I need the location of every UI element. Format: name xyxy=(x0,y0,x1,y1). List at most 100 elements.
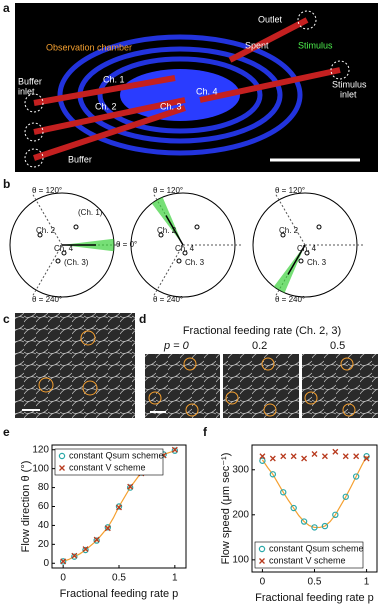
angle-ref xyxy=(153,244,184,296)
point xyxy=(280,489,287,496)
channel-label: Ch. 2 xyxy=(157,226,177,235)
point xyxy=(93,537,100,544)
channel xyxy=(55,258,61,264)
point xyxy=(71,552,78,559)
point xyxy=(332,511,339,519)
x-axis-label: Fractional feeding rate p xyxy=(255,592,374,604)
channel xyxy=(316,224,322,230)
point xyxy=(82,546,89,554)
point xyxy=(59,558,67,565)
panel-a: a Outlet Spent Stimulus Observation cham… xyxy=(3,1,378,172)
p-label: 0.5 xyxy=(330,340,345,352)
y-tick-label: 0 xyxy=(43,558,49,569)
micrograph xyxy=(223,354,299,418)
label: Buffer xyxy=(18,76,42,86)
point xyxy=(82,546,89,553)
panel-d: d Fractional feeding rate (Ch. 2, 3) p =… xyxy=(139,312,378,418)
p-label: p = 0 xyxy=(163,340,190,352)
point xyxy=(104,525,111,532)
ports xyxy=(24,10,350,168)
channel-label: (Ch. 3) xyxy=(64,258,89,267)
panel-letter: e xyxy=(3,425,10,439)
angle-label: θ = 120° xyxy=(32,186,62,195)
point xyxy=(259,457,266,464)
angle-label: θ = 240° xyxy=(32,295,62,304)
micrograph xyxy=(145,354,220,418)
point xyxy=(126,484,134,491)
point xyxy=(71,553,78,560)
channel xyxy=(158,232,164,238)
label: Ch. 2 xyxy=(95,101,117,111)
point xyxy=(363,455,370,462)
point xyxy=(290,504,297,512)
label: Spent xyxy=(245,40,269,50)
point xyxy=(269,455,276,462)
y-axis-label: Flow speed (μm sec⁻¹) xyxy=(220,453,232,565)
channel-label: Ch. 3 xyxy=(307,258,327,267)
point xyxy=(352,473,360,480)
y-tick-label: 60 xyxy=(38,501,50,512)
y-tick-label: 40 xyxy=(38,520,50,531)
panel-title: Fractional feeding rate (Ch. 2, 3) xyxy=(183,325,341,337)
label: Ch. 1 xyxy=(103,74,125,84)
channel-label: Ch. 4 xyxy=(297,244,317,253)
legend-marker xyxy=(59,465,65,471)
chart: f 100 200 300 0 0.5 1 Fractional feeding rate p… xyxy=(203,425,378,604)
channel-markers xyxy=(38,330,98,396)
channel xyxy=(304,250,310,256)
y-tick-label: 80 xyxy=(38,482,50,493)
angle-label: θ = 120° xyxy=(275,186,305,195)
label: Observation chamber xyxy=(46,42,132,52)
y-tick-label: 100 xyxy=(232,554,249,565)
point xyxy=(311,524,318,531)
stimulus-wedge xyxy=(151,197,183,245)
x-tick-label: 1 xyxy=(172,573,178,584)
channel xyxy=(298,258,304,264)
x-tick-label: 1 xyxy=(364,577,370,588)
legend-marker xyxy=(259,558,265,564)
y-tick-label: 20 xyxy=(38,539,50,550)
channel-label: Ch. 4 xyxy=(54,244,74,253)
legend-label: constant Qsum scheme xyxy=(69,450,164,460)
point xyxy=(104,524,112,531)
legend-marker xyxy=(258,545,266,553)
point xyxy=(300,518,308,525)
panel-c: c xyxy=(3,312,135,418)
micrograph xyxy=(302,354,378,418)
channel xyxy=(182,250,188,256)
legend-marker xyxy=(58,452,66,460)
label: Buffer xyxy=(68,154,92,164)
point xyxy=(332,448,339,455)
y-axis-label: Flow direction θ (°) xyxy=(20,461,32,553)
point xyxy=(115,503,123,510)
p-label: 0.2 xyxy=(252,340,267,352)
channel-label: Ch. 4 xyxy=(175,244,195,253)
y-tick-label: 200 xyxy=(232,509,249,520)
panel-letter: c xyxy=(3,312,10,326)
point xyxy=(60,558,67,565)
point xyxy=(342,493,349,500)
stimulus-wedge xyxy=(273,245,305,293)
fit-line xyxy=(261,455,368,529)
legend-label: constant V scheme xyxy=(269,555,346,565)
point xyxy=(342,453,349,460)
channel xyxy=(37,232,43,238)
channel xyxy=(61,250,67,256)
label: Ch. 4 xyxy=(196,86,218,96)
x-axis-label: Fractional feeding rate p xyxy=(60,588,179,600)
channel xyxy=(280,232,286,238)
angle-ref xyxy=(32,244,63,296)
channel-label: Ch. 2 xyxy=(279,226,299,235)
point xyxy=(269,471,277,478)
micrograph xyxy=(15,313,135,418)
point xyxy=(280,453,287,460)
legend-box xyxy=(254,541,364,569)
point xyxy=(259,453,266,460)
panel-letter: f xyxy=(203,425,208,439)
y-tick-label: 100 xyxy=(32,463,49,474)
angle-label: θ = 240° xyxy=(275,295,305,304)
point xyxy=(321,522,329,530)
angle-label: θ = 0° xyxy=(116,240,137,249)
